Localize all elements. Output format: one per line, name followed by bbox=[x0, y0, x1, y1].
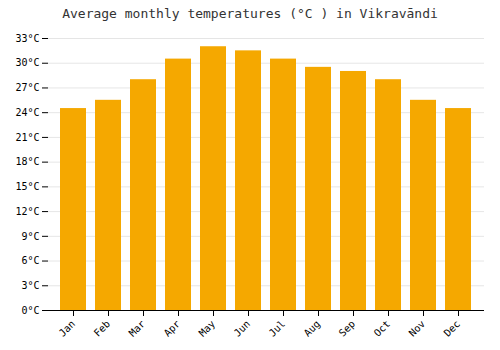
svg-text:Mar: Mar bbox=[127, 318, 148, 339]
svg-text:Oct: Oct bbox=[372, 318, 393, 339]
html-text:Average monthly temperatures (: Average monthly temperatures (°C ) in Vi… bbox=[62, 6, 438, 21]
svg-text:27°C: 27°C bbox=[15, 82, 39, 93]
svg-text:Nov: Nov bbox=[407, 318, 428, 339]
svg-text:18°C: 18°C bbox=[15, 156, 39, 167]
svg-text:Aug: Aug bbox=[302, 318, 323, 339]
svg-text:Sep: Sep bbox=[337, 318, 358, 339]
svg-text:30°C: 30°C bbox=[15, 57, 39, 68]
svg-text:Jun: Jun bbox=[232, 318, 253, 339]
svg-text:Dec: Dec bbox=[442, 318, 463, 339]
svg-text:Jul: Jul bbox=[267, 318, 288, 339]
svg-text:12°C: 12°C bbox=[15, 206, 39, 217]
svg-text:Feb: Feb bbox=[92, 318, 113, 339]
svg-text:6°C: 6°C bbox=[21, 255, 39, 266]
svg-text:15°C: 15°C bbox=[15, 181, 39, 192]
svg-text:24°C: 24°C bbox=[15, 107, 39, 118]
svg-text:3°C: 3°C bbox=[21, 280, 39, 291]
svg-text:Apr: Apr bbox=[162, 318, 183, 339]
svg-text:33°C: 33°C bbox=[15, 33, 39, 44]
svg-text:Jan: Jan bbox=[57, 318, 78, 339]
svg-text:0°C: 0°C bbox=[21, 305, 39, 316]
svg-text:May: May bbox=[197, 318, 218, 339]
svg-text:9°C: 9°C bbox=[21, 231, 39, 242]
svg-text:21°C: 21°C bbox=[15, 132, 39, 143]
